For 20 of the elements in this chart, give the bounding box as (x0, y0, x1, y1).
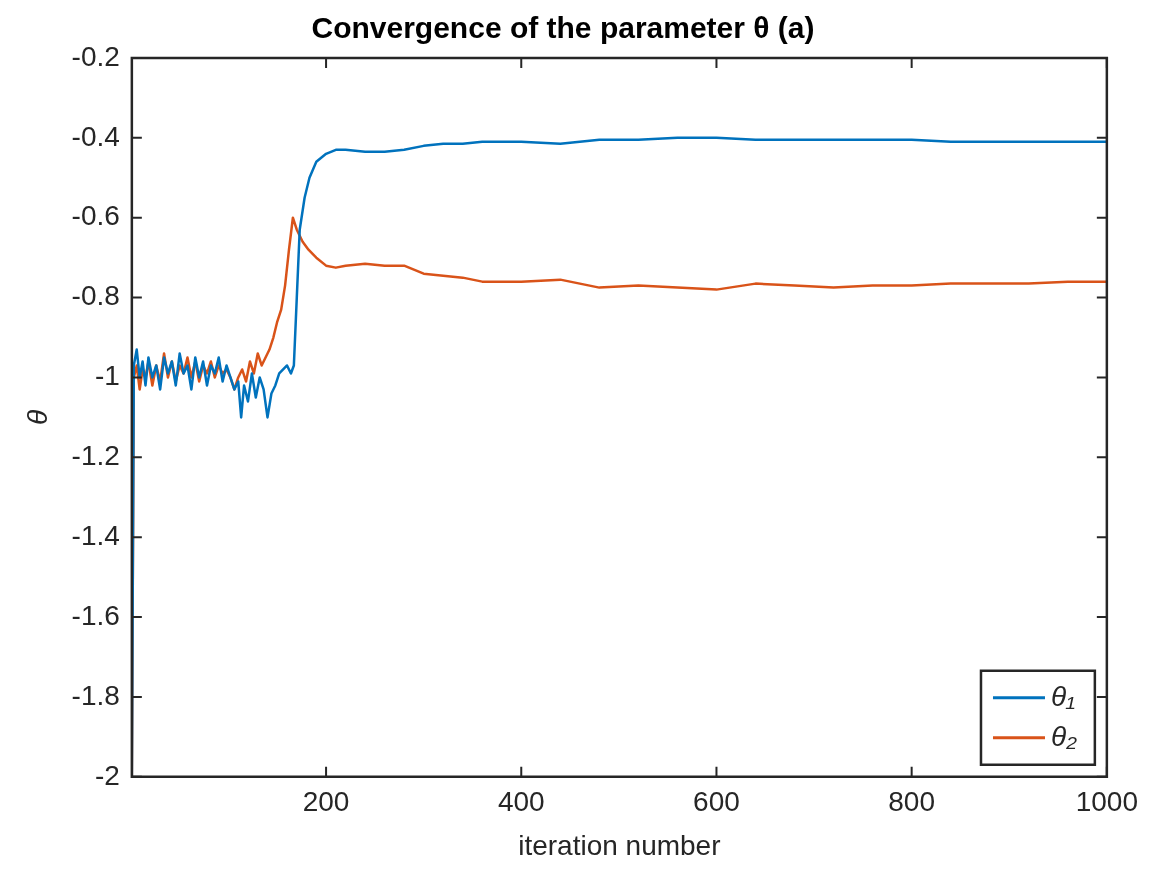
y-tick-label: -1.2 (71, 440, 120, 472)
x-axis-title: iteration number (518, 829, 721, 861)
x-tick-label: 200 (302, 786, 350, 818)
y-tick-label: -1.8 (71, 679, 120, 711)
legend-label: θ₁ (1050, 680, 1076, 712)
x-tick-label: 1000 (1075, 786, 1138, 818)
x-tick-label: 800 (888, 786, 936, 818)
x-tick-label: 600 (693, 786, 740, 818)
legend-label: θ₂ (1050, 720, 1078, 752)
y-tick-label: -0.6 (71, 200, 120, 232)
y-tick-label: -0.4 (71, 120, 120, 152)
y-axis-title: θ (21, 409, 53, 425)
y-tick-label: -0.2 (71, 40, 120, 72)
x-tick-label: 400 (497, 786, 545, 818)
y-tick-label: -1 (94, 360, 120, 392)
y-tick-label: -1.6 (71, 599, 120, 631)
chart-title: Convergence of the parameter θ (a) (311, 11, 815, 45)
y-tick-label: -0.8 (71, 280, 120, 312)
y-tick-label: -2 (94, 759, 120, 791)
y-tick-label: -1.4 (71, 519, 120, 551)
